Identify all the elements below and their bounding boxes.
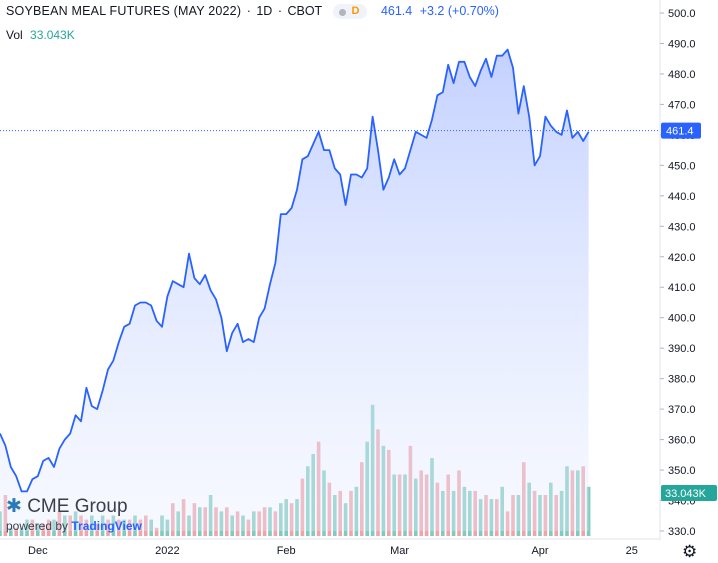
exchange-label: CBOT	[287, 4, 322, 18]
y-tick-label: 430.0	[668, 221, 696, 233]
volume-legend: Vol 33.043K	[6, 28, 75, 42]
status-dot-icon	[339, 9, 347, 17]
volume-tag-label: 33.043K	[665, 488, 707, 500]
x-tick-label: Dec	[28, 545, 48, 557]
volume-value: 33.043K	[30, 28, 75, 42]
cme-logo: ✱ CME Group	[6, 496, 128, 517]
y-tick-label: 370.0	[668, 404, 696, 416]
last-price: 461.4	[380, 4, 413, 18]
y-tick-label: 450.0	[668, 160, 696, 172]
interval-label[interactable]: 1D	[256, 4, 273, 18]
y-tick-label: 490.0	[668, 38, 696, 50]
y-tick-label: 480.0	[668, 69, 696, 81]
powered-by: powered by TradingView	[6, 519, 142, 533]
y-tick-label: 420.0	[668, 252, 696, 264]
last-price-tag-label: 461.4	[666, 126, 694, 138]
x-tick-label: Feb	[277, 545, 296, 557]
x-tick-label: Apr	[531, 545, 548, 557]
x-tick-label: Mar	[390, 545, 409, 557]
y-tick-label: 400.0	[668, 313, 696, 325]
x-tick-label: 25	[626, 545, 638, 557]
y-tick-label: 380.0	[668, 374, 696, 386]
price-line	[0, 48, 590, 493]
watermark: ✱ CME Group powered by TradingView	[6, 495, 142, 533]
y-tick-label: 440.0	[668, 191, 696, 203]
price-change: +3.2 (+0.70%)	[419, 4, 499, 18]
chart-header: SOYBEAN MEAL FUTURES (MAY 2022) · 1D · C…	[6, 4, 499, 20]
y-tick-label: 330.0	[668, 526, 696, 538]
gear-icon[interactable]: ⚙	[682, 542, 698, 561]
volume-bar	[19, 527, 24, 536]
x-tick-label: 2022	[155, 545, 179, 557]
symbol-title: SOYBEAN MEAL FUTURES (MAY 2022)	[6, 4, 242, 18]
volume-bar	[154, 527, 159, 536]
y-tick-label: 470.0	[668, 99, 696, 111]
volume-label: Vol	[6, 28, 23, 42]
last-price-tag	[661, 122, 701, 139]
y-tick-label: 500.0	[668, 8, 696, 20]
volume-bar	[9, 527, 13, 536]
y-tick-label: 410.0	[668, 282, 696, 294]
volume-tag	[661, 485, 717, 501]
y-tick-label: 390.0	[668, 343, 696, 355]
y-tick-label: 360.0	[668, 435, 696, 447]
volume-bar	[14, 527, 18, 536]
market-status-badge[interactable]: D	[333, 4, 368, 20]
price-area	[0, 49, 589, 531]
y-tick-label: 350.0	[668, 465, 696, 477]
